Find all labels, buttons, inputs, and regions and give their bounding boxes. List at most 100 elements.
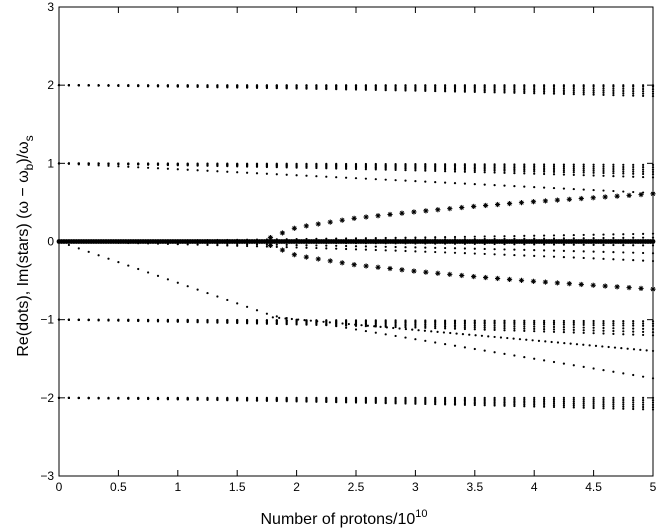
- data-point-re: [588, 344, 591, 347]
- data-point-re: [364, 325, 367, 328]
- data-point-re: [592, 329, 595, 332]
- data-point-re: [453, 247, 457, 250]
- y-tick-label: −2: [40, 391, 54, 405]
- data-point-re: [503, 168, 506, 171]
- data-point-re: [147, 320, 150, 323]
- data-point-re: [582, 396, 585, 399]
- data-point-re: [533, 92, 536, 95]
- data-point-re: [602, 326, 605, 330]
- data-point-re: [275, 166, 278, 169]
- data-point-re: [424, 89, 427, 92]
- data-point-re: [354, 237, 358, 240]
- data-point-re: [493, 86, 496, 89]
- data-point-re: [543, 172, 546, 176]
- data-point-re: [117, 397, 120, 400]
- data-point-re: [622, 401, 625, 404]
- data-point-re: [592, 85, 595, 88]
- data-point-re: [246, 399, 249, 402]
- data-point-re: [523, 254, 526, 257]
- data-point-re: [147, 166, 150, 169]
- data-point-re: [622, 251, 625, 254]
- data-point-re: [602, 324, 605, 327]
- data-point-re: [572, 89, 575, 92]
- data-point-re: [612, 94, 615, 97]
- data-point-im: [315, 221, 321, 227]
- data-point-re: [582, 233, 585, 237]
- data-point-re: [543, 165, 546, 168]
- data-point-re: [354, 245, 358, 248]
- data-point-re: [290, 317, 293, 321]
- data-point-re: [374, 178, 377, 181]
- data-point-re: [444, 246, 447, 250]
- data-point-re: [592, 332, 595, 335]
- data-point-re: [582, 243, 585, 246]
- data-point-re: [493, 319, 496, 322]
- data-point-re: [473, 322, 476, 325]
- data-point-im: [399, 210, 405, 216]
- data-point-re: [572, 328, 575, 332]
- data-point-re: [366, 324, 369, 327]
- data-point-re: [434, 246, 437, 249]
- data-point-re: [434, 250, 437, 254]
- data-point-re: [483, 404, 486, 407]
- data-point-re: [503, 321, 506, 324]
- data-point-re: [424, 250, 427, 253]
- data-point-re: [503, 184, 506, 187]
- data-point-re: [572, 398, 575, 401]
- data-point-re: [642, 84, 645, 87]
- data-point-re: [166, 163, 169, 167]
- data-point-re: [265, 165, 268, 169]
- data-point-im: [315, 256, 321, 262]
- data-point-re: [543, 88, 546, 91]
- data-point-re: [226, 244, 229, 247]
- data-point-re: [384, 168, 387, 171]
- data-point-re: [137, 85, 140, 88]
- data-point-re: [297, 318, 300, 321]
- data-point-re: [552, 237, 556, 240]
- data-point-re: [328, 321, 331, 324]
- data-point-re: [632, 168, 635, 171]
- data-point-re: [572, 323, 575, 326]
- data-point-re: [236, 321, 239, 325]
- data-point-re: [404, 167, 407, 170]
- data-point-re: [77, 163, 80, 166]
- data-point-re: [518, 338, 522, 341]
- data-point-re: [503, 86, 506, 89]
- data-point-re: [295, 246, 298, 249]
- data-point-re: [127, 165, 130, 168]
- data-point-re: [265, 399, 268, 402]
- data-point-im: [291, 225, 297, 231]
- data-point-re: [434, 327, 437, 330]
- data-point-re: [533, 163, 536, 166]
- data-point-re: [552, 321, 556, 324]
- data-point-re: [533, 327, 536, 330]
- data-point-re: [473, 90, 476, 94]
- data-point-re: [275, 399, 278, 403]
- data-point-re: [503, 248, 506, 251]
- data-point-im: [483, 274, 489, 281]
- data-point-re: [513, 185, 516, 188]
- data-point-re: [206, 164, 209, 167]
- data-point-re: [414, 169, 417, 172]
- data-point-re: [601, 345, 604, 348]
- data-point-re: [533, 254, 536, 257]
- data-point-re: [335, 176, 338, 179]
- data-point-re: [463, 168, 466, 171]
- data-point-im: [518, 200, 525, 206]
- data-point-re: [513, 319, 516, 322]
- x-tick-label: 1: [174, 480, 181, 494]
- x-tick-label: 2.5: [348, 480, 365, 494]
- data-point-re: [552, 243, 556, 246]
- data-point-re: [325, 175, 328, 178]
- data-point-re: [404, 324, 407, 327]
- data-point-re: [137, 166, 140, 169]
- data-point-re: [463, 324, 466, 327]
- data-point-re: [582, 174, 585, 177]
- data-point-re: [503, 322, 506, 325]
- data-point-re: [107, 397, 110, 400]
- data-point-re: [602, 322, 605, 325]
- data-point-re: [453, 182, 457, 185]
- data-point-re: [117, 319, 120, 322]
- data-point-re: [430, 330, 433, 333]
- data-point-re: [360, 324, 363, 327]
